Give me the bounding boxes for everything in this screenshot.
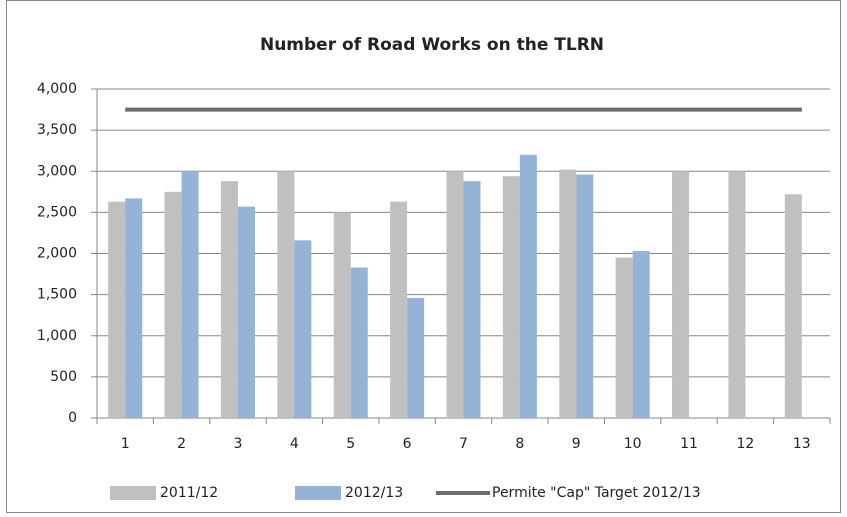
x-tick-label: 7 bbox=[459, 436, 468, 452]
bar bbox=[615, 257, 633, 418]
x-tick-label: 13 bbox=[793, 436, 811, 452]
y-tick-label: 500 bbox=[50, 369, 77, 385]
bar bbox=[502, 176, 520, 418]
bar bbox=[519, 154, 537, 419]
bar bbox=[237, 206, 255, 418]
chart-frame bbox=[6, 0, 841, 513]
bar bbox=[294, 240, 312, 418]
bar bbox=[164, 191, 182, 418]
x-tick-label: 3 bbox=[234, 436, 243, 452]
bar bbox=[463, 181, 481, 418]
x-tick-label: 5 bbox=[346, 436, 355, 452]
legend-label: Permite "Cap" Target 2012/13 bbox=[492, 485, 701, 501]
bar bbox=[407, 297, 425, 418]
y-tick-label: 1,500 bbox=[37, 287, 77, 303]
bar bbox=[672, 171, 690, 418]
bar bbox=[108, 201, 126, 418]
y-tick-label: 1,000 bbox=[37, 328, 77, 344]
y-tick-label: 3,500 bbox=[37, 122, 77, 138]
y-tick-label: 0 bbox=[68, 410, 77, 426]
bar bbox=[632, 251, 650, 418]
bar bbox=[559, 169, 577, 418]
legend-swatch bbox=[295, 486, 341, 500]
bar bbox=[125, 198, 143, 418]
y-tick-label: 2,500 bbox=[37, 204, 77, 220]
x-tick-label: 4 bbox=[290, 436, 299, 452]
x-tick-label: 1 bbox=[121, 436, 130, 452]
bar bbox=[446, 171, 464, 418]
x-tick-label: 6 bbox=[403, 436, 412, 452]
bar bbox=[390, 201, 408, 418]
bar bbox=[333, 212, 351, 418]
x-tick-label: 11 bbox=[680, 436, 698, 452]
y-tick-label: 4,000 bbox=[37, 81, 77, 97]
x-tick-label: 12 bbox=[737, 436, 755, 452]
bar bbox=[576, 174, 594, 418]
chart-title: Number of Road Works on the TLRN bbox=[260, 35, 604, 55]
legend-label: 2012/13 bbox=[345, 485, 403, 501]
bar bbox=[784, 194, 802, 418]
bar bbox=[220, 181, 238, 418]
bar bbox=[350, 267, 368, 418]
legend-label: 2011/12 bbox=[160, 485, 218, 501]
bar bbox=[277, 171, 295, 418]
x-tick-label: 8 bbox=[515, 436, 524, 452]
bar bbox=[728, 171, 746, 418]
x-tick-label: 2 bbox=[177, 436, 186, 452]
legend-swatch bbox=[110, 486, 156, 500]
bar bbox=[181, 171, 199, 418]
y-tick-label: 3,000 bbox=[37, 163, 77, 179]
x-tick-label: 9 bbox=[572, 436, 581, 452]
y-tick-label: 2,000 bbox=[37, 246, 77, 262]
x-tick-label: 10 bbox=[624, 436, 642, 452]
